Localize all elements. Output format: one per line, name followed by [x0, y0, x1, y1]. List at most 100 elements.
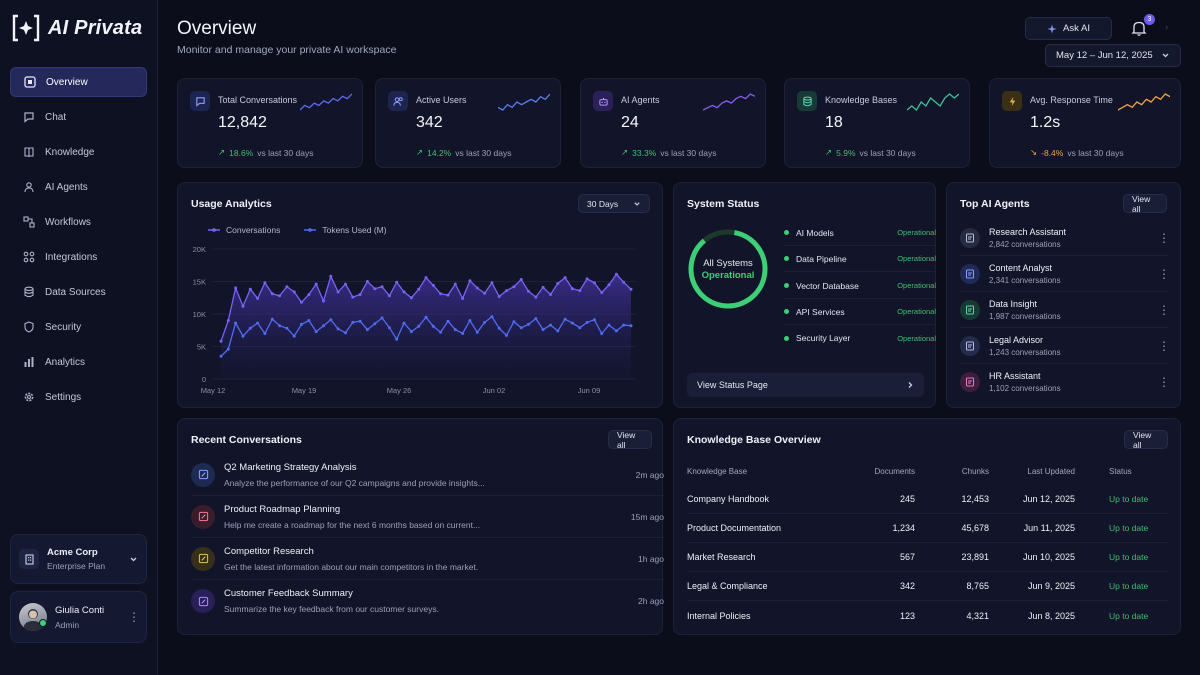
sidebar-item-chat[interactable]: Chat [10, 102, 147, 132]
card-title: Knowledge Base Overview [687, 434, 821, 446]
table-row[interactable]: Internal Policies 123 4,321 Jun 8, 2025 … [687, 601, 1169, 630]
column-header[interactable]: Status [1109, 466, 1132, 476]
conversation-row[interactable]: Competitor Research Get the latest inform… [191, 538, 664, 580]
sidebar-item-label: AI Agents [45, 181, 88, 193]
y-tick-label: 20K [193, 245, 206, 254]
x-tick-label: May 12 [201, 386, 226, 395]
data-point [446, 293, 450, 297]
more-vertical-icon[interactable]: ⋮ [1158, 375, 1170, 389]
conversation-title: Product Roadmap Planning [224, 503, 341, 515]
usage-chart[interactable]: 20K 15K 10K 5K 0 May 12 May 19 May 26 Jun 02 Jun … [178, 183, 664, 409]
data-point [300, 300, 303, 304]
kb-name: Internal Policies [687, 610, 751, 621]
sidebar-item-security[interactable]: Security [10, 312, 147, 342]
kb-name: Market Research [687, 552, 756, 562]
x-tick-label: Jun 02 [483, 386, 506, 395]
view-all-button[interactable]: View all [1123, 194, 1167, 214]
sidebar-item-data-sources[interactable]: Data Sources [10, 277, 147, 307]
stat-card-knowledge-bases[interactable]: Knowledge Bases 18 ↗ 5.9% vs last 30 days [784, 78, 970, 168]
trend-up-icon: ↗ [416, 147, 424, 157]
sidebar-item-overview[interactable]: Overview [10, 67, 147, 97]
data-point [336, 290, 340, 294]
data-point [285, 326, 289, 330]
more-vertical-icon[interactable]: ⋮ [128, 610, 140, 624]
legend-item[interactable]: Tokens Used (M) [304, 225, 387, 235]
sidebar-item-knowledge[interactable]: Knowledge [10, 137, 147, 167]
org-switcher[interactable]: Acme Corp Enterprise Plan [10, 534, 147, 584]
range-select[interactable]: 30 Days [578, 194, 650, 213]
bell-icon[interactable] [1130, 19, 1148, 37]
date-range-label: May 12 – Jun 12, 2025 [1056, 50, 1153, 61]
usage-analytics-card: Usage Analytics 30 Days Conversations To… [177, 182, 663, 408]
agent-row[interactable]: Research Assistant 2,842 conversations ⋮ [960, 220, 1170, 256]
kb-status: Up to date [1109, 610, 1149, 621]
more-vertical-icon[interactable]: ⋮ [1158, 230, 1170, 245]
conversation-row[interactable]: Q2 Marketing Strategy Analysis Analyze th… [191, 454, 664, 496]
sidebar-item-workflows[interactable]: Workflows [10, 207, 147, 237]
stat-label: Active Users [416, 95, 467, 105]
agent-name: Legal Advisor [989, 334, 1044, 345]
column-header[interactable]: Knowledge Base [687, 466, 748, 476]
stat-card-avg-response-time[interactable]: Avg. Response Time 1.2s ↘ -8.4% vs last 30… [989, 78, 1181, 168]
more-vertical-icon[interactable]: ⋮ [1158, 338, 1170, 353]
table-row[interactable]: Product Documentation 1,234 45,678 Jun 1… [687, 514, 1169, 543]
sidebar-item-settings[interactable]: Settings [10, 382, 147, 412]
data-point [322, 324, 325, 328]
kb-documents: 567 [899, 552, 915, 562]
agent-row[interactable]: Data Insight 1,987 conversations ⋮ [960, 292, 1170, 328]
workflow-icon [22, 216, 35, 229]
kb-status: Up to date [1109, 523, 1149, 533]
org-name: Acme Corp [47, 547, 98, 558]
stat-delta-suffix: vs last 30 days [257, 147, 314, 158]
view-all-button[interactable]: View all [1124, 430, 1168, 450]
date-range-picker[interactable]: May 12 – Jun 12, 2025 [1045, 44, 1181, 67]
kb-name: Legal & Compliance [687, 581, 768, 591]
data-point [439, 330, 443, 334]
conversation-row[interactable]: Product Roadmap Planning Help me create a… [191, 496, 664, 538]
stat-card-active-users[interactable]: Active Users 342 ↗ 14.2% vs last 30 days [375, 78, 561, 168]
user-menu[interactable]: Giulia Conti Admin ⋮ [10, 591, 147, 643]
x-tick-label: Jun 09 [578, 386, 601, 395]
view-status-page-button[interactable]: View Status Page [687, 373, 924, 397]
data-point [512, 285, 516, 289]
data-point [307, 319, 311, 322]
sidebar-item-label: Overview [46, 76, 88, 88]
sidebar-item-analytics[interactable]: Analytics [10, 347, 147, 377]
data-point [519, 278, 523, 281]
sidebar-item-integrations[interactable]: Integrations [10, 242, 147, 272]
agent-row[interactable]: Content Analyst 2,341 conversations ⋮ [960, 256, 1170, 292]
sidebar-item-ai-agents[interactable]: AI Agents [10, 172, 147, 202]
agent-row[interactable]: HR Assistant 1,102 conversations ⋮ [960, 364, 1170, 400]
status-dot [784, 230, 789, 235]
legend-item[interactable]: Conversations [208, 225, 280, 235]
chevron-right-icon[interactable]: › [1165, 22, 1169, 33]
legend-swatch [208, 228, 220, 232]
chat-icon [190, 91, 210, 111]
stat-delta-suffix: vs last 30 days [1067, 147, 1124, 158]
notification-badge: 3 [1144, 14, 1155, 25]
data-point [592, 281, 596, 285]
column-header[interactable]: Documents [874, 466, 915, 476]
table-row[interactable]: Company Handbook 245 12,453 Jun 12, 2025… [687, 485, 1169, 514]
analytics-icon [22, 356, 35, 369]
data-point [512, 320, 516, 324]
page-title: Overview [177, 18, 257, 39]
stat-card-ai-agents[interactable]: AI Agents 24 ↗ 33.3% vs last 30 days [580, 78, 766, 168]
column-header[interactable]: Last Updated [1027, 466, 1075, 476]
logo[interactable]: AI Privata [12, 14, 142, 42]
agent-row[interactable]: Legal Advisor 1,243 conversations ⋮ [960, 328, 1170, 364]
kb-chunks: 23,891 [961, 552, 989, 562]
kb-updated: Jun 9, 2025 [1027, 581, 1075, 591]
ask-ai-button[interactable]: Ask AI [1025, 17, 1112, 40]
sidebar-item-label: Integrations [45, 251, 98, 263]
more-vertical-icon[interactable]: ⋮ [1158, 266, 1170, 281]
table-row[interactable]: Market Research 567 23,891 Jun 10, 2025 … [687, 543, 1169, 572]
integrations-icon [22, 251, 35, 264]
more-vertical-icon[interactable]: ⋮ [1158, 302, 1170, 317]
view-all-button[interactable]: View all [608, 430, 652, 450]
column-header[interactable]: Chunks [961, 466, 989, 476]
stat-card-total-conversations[interactable]: Total Conversations 12,842 ↗ 18.6% vs last… [177, 78, 363, 168]
conversation-row[interactable]: Customer Feedback Summary Summarize the k… [191, 580, 664, 622]
user-name: Giulia Conti [55, 604, 105, 616]
table-row[interactable]: Legal & Compliance 342 8,765 Jun 9, 2025… [687, 572, 1169, 601]
